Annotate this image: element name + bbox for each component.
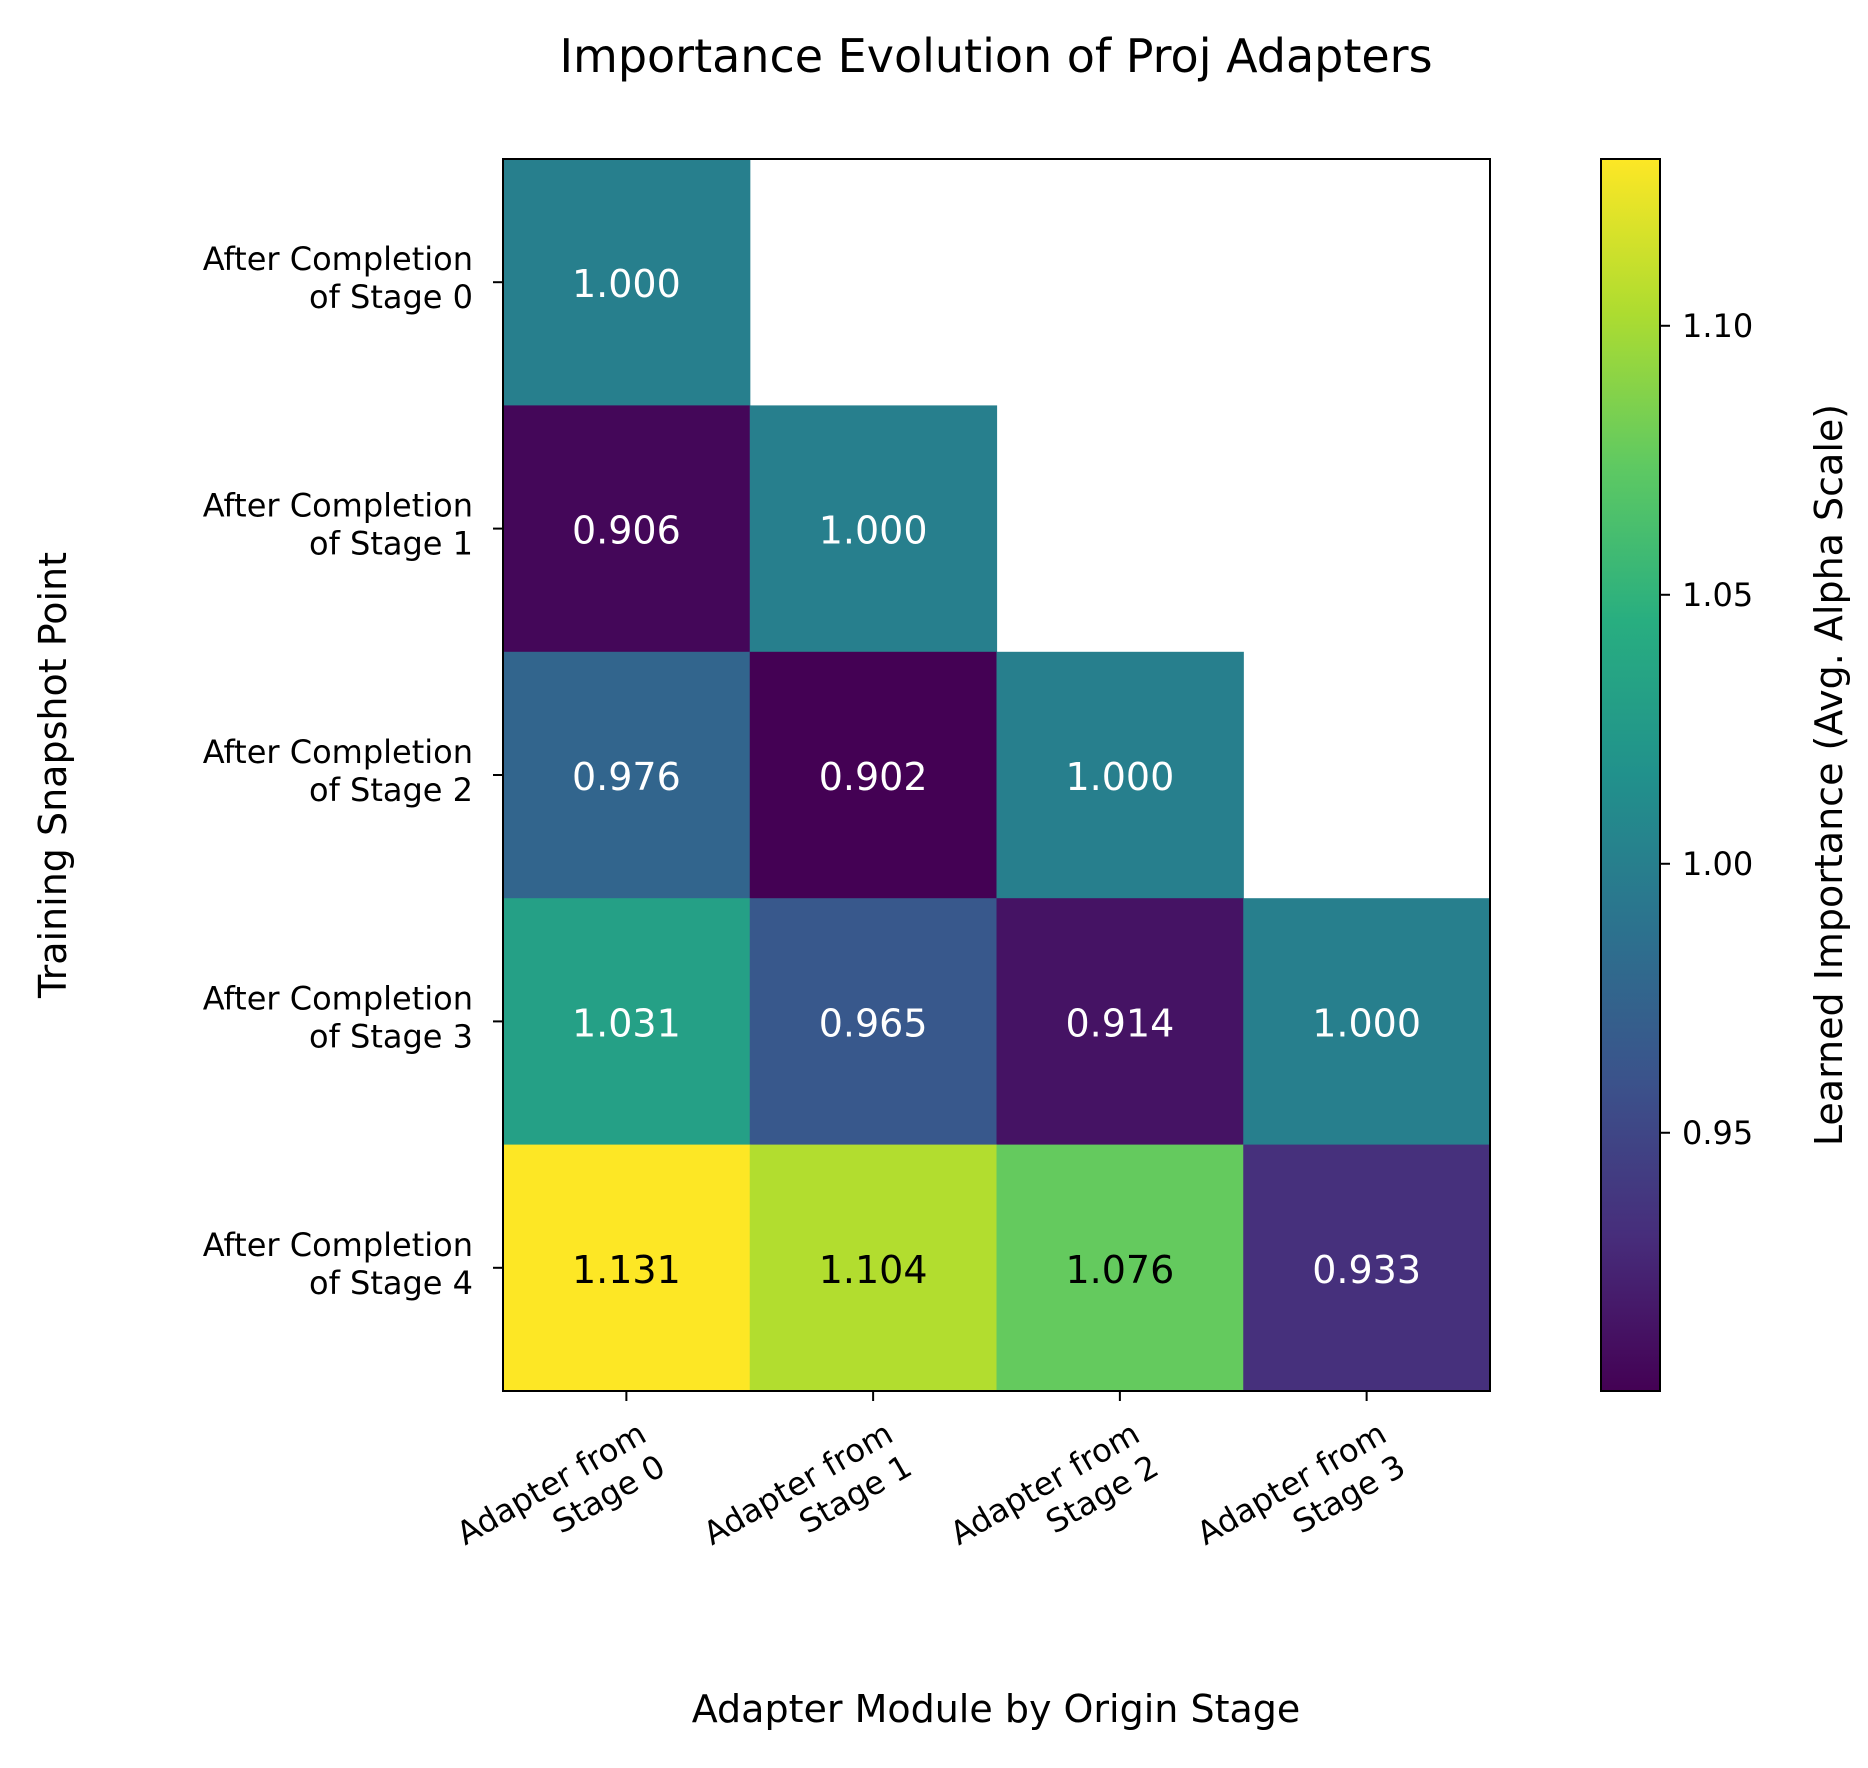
cell-value-label: 0.965 <box>819 1001 928 1045</box>
cell-value-label: 1.000 <box>1065 755 1174 799</box>
y-tick-label: After Completion <box>203 240 473 278</box>
cell-value-label: 1.031 <box>572 1001 681 1045</box>
heatmap-cell <box>503 1144 751 1392</box>
y-axis-label: Training Snapshot Point <box>31 552 75 999</box>
cell-value-label: 1.104 <box>819 1248 928 1292</box>
heatmap-cell-labels: 1.000 0.906 1.000 0.976 0.902 1.000 1.031 0.965… <box>572 262 1421 1292</box>
colorbar-tick-label: 1.00 <box>1682 845 1753 883</box>
cell-value-label: 1.076 <box>1065 1248 1174 1292</box>
cell-value-label: 1.131 <box>572 1248 681 1292</box>
cell-value-label: 1.000 <box>819 509 928 553</box>
heatmap-cell <box>1243 1144 1491 1392</box>
heatmap-cell <box>749 651 998 899</box>
heatmap-cell <box>996 898 1244 1146</box>
cell-value-label: 0.976 <box>572 755 681 799</box>
heatmap-cell <box>503 159 751 406</box>
y-tick-label: After Completion <box>203 733 473 771</box>
heatmap-cell <box>749 898 998 1146</box>
colorbar-ticks: 0.95 1.00 1.05 1.10 <box>1660 307 1753 1152</box>
colorbar-tick-label: 0.95 <box>1682 1114 1753 1152</box>
y-tick-label: After Completion <box>203 979 473 1017</box>
y-tick-label: of Stage 0 <box>309 278 473 316</box>
heatmap-cell <box>503 651 751 899</box>
y-tick-label: After Completion <box>203 487 473 525</box>
cell-value-label: 0.906 <box>572 509 681 553</box>
cell-value-label: 1.000 <box>572 262 681 306</box>
colorbar-tick-label: 1.10 <box>1682 307 1753 345</box>
chart-title: Importance Evolution of Proj Adapters <box>559 29 1432 83</box>
heatmap-cell <box>996 651 1244 899</box>
heatmap-cell <box>1243 898 1491 1146</box>
heatmap-cell <box>996 1144 1244 1392</box>
heatmap-cell <box>749 1144 998 1392</box>
colorbar <box>1600 158 1661 1392</box>
y-tick-label: of Stage 1 <box>309 525 473 563</box>
heatmap-cell <box>503 405 751 653</box>
colorbar-label: Learned Importance (Avg. Alpha Scale) <box>1807 404 1851 1146</box>
y-tick-label: After Completion <box>203 1226 473 1264</box>
heatmap-cells <box>503 159 1491 1392</box>
y-tick-label: of Stage 3 <box>309 1017 473 1055</box>
cell-value-label: 0.902 <box>819 755 928 799</box>
x-axis-label: Adapter Module by Origin Stage <box>692 1687 1301 1731</box>
cell-value-label: 0.933 <box>1312 1248 1421 1292</box>
cell-value-label: 0.914 <box>1065 1001 1174 1045</box>
y-tick-label: of Stage 2 <box>309 771 473 809</box>
cell-value-label: 1.000 <box>1312 1001 1421 1045</box>
heatmap-cell <box>749 405 998 653</box>
colorbar-tick-label: 1.05 <box>1682 576 1753 614</box>
heatmap-cell <box>503 898 751 1146</box>
y-tick-label: of Stage 4 <box>309 1264 473 1302</box>
